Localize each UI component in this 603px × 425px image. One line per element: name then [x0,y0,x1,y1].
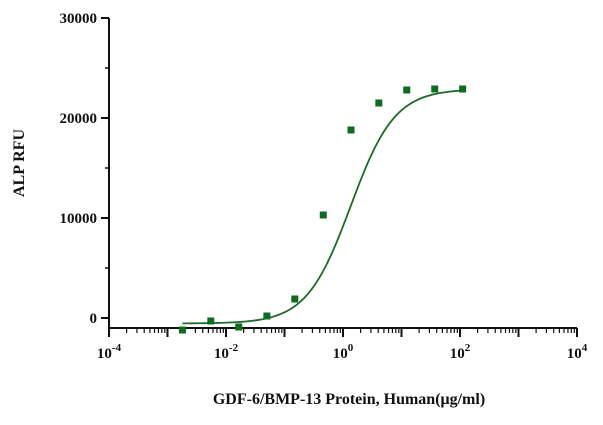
data-point [347,126,355,134]
data-point [291,295,299,303]
x-axis-title: GDF-6/BMP-13 Protein, Human(μg/ml) [213,391,485,408]
y-axis-title: ALP RFU [11,129,28,197]
x-tick-label: 10-4 [97,342,122,362]
x-tick-label: 104 [567,342,588,362]
data-points-layer [178,85,467,334]
data-point [319,211,327,219]
x-tick-exponent: 2 [465,342,471,354]
x-tick-exponent: 4 [582,342,588,354]
fit-curve-layer [182,89,463,325]
y-axis: 0 10000 20000 30000 [60,11,110,328]
x-tick-base: 10 [97,346,112,362]
y-tick-label: 0 [90,311,98,327]
fit-curve [182,89,463,325]
data-point [263,312,271,320]
x-tick-exponent: -4 [112,342,122,354]
x-tick-base: 10 [450,346,465,362]
x-tick-exponent: -2 [229,342,239,354]
x-tick-base: 10 [214,346,229,362]
y-tick-label: 30000 [60,11,98,27]
x-tick-label: 10-2 [214,342,239,362]
x-tick-label: 100 [333,342,354,362]
data-point [403,86,411,94]
y-tick-label: 10000 [60,211,98,227]
data-point [235,323,243,331]
data-point [207,317,215,325]
x-tick-base: 10 [333,346,348,362]
data-point [178,326,186,334]
x-tick-label: 102 [450,342,471,362]
x-tick-exponent: 0 [348,342,354,354]
data-point [375,99,383,107]
data-point [431,85,439,93]
x-tick-base: 10 [567,346,582,362]
x-axis: 10-4 10-2 100 102 104 [97,327,588,362]
y-tick-label: 20000 [60,111,98,127]
data-point [459,85,467,93]
